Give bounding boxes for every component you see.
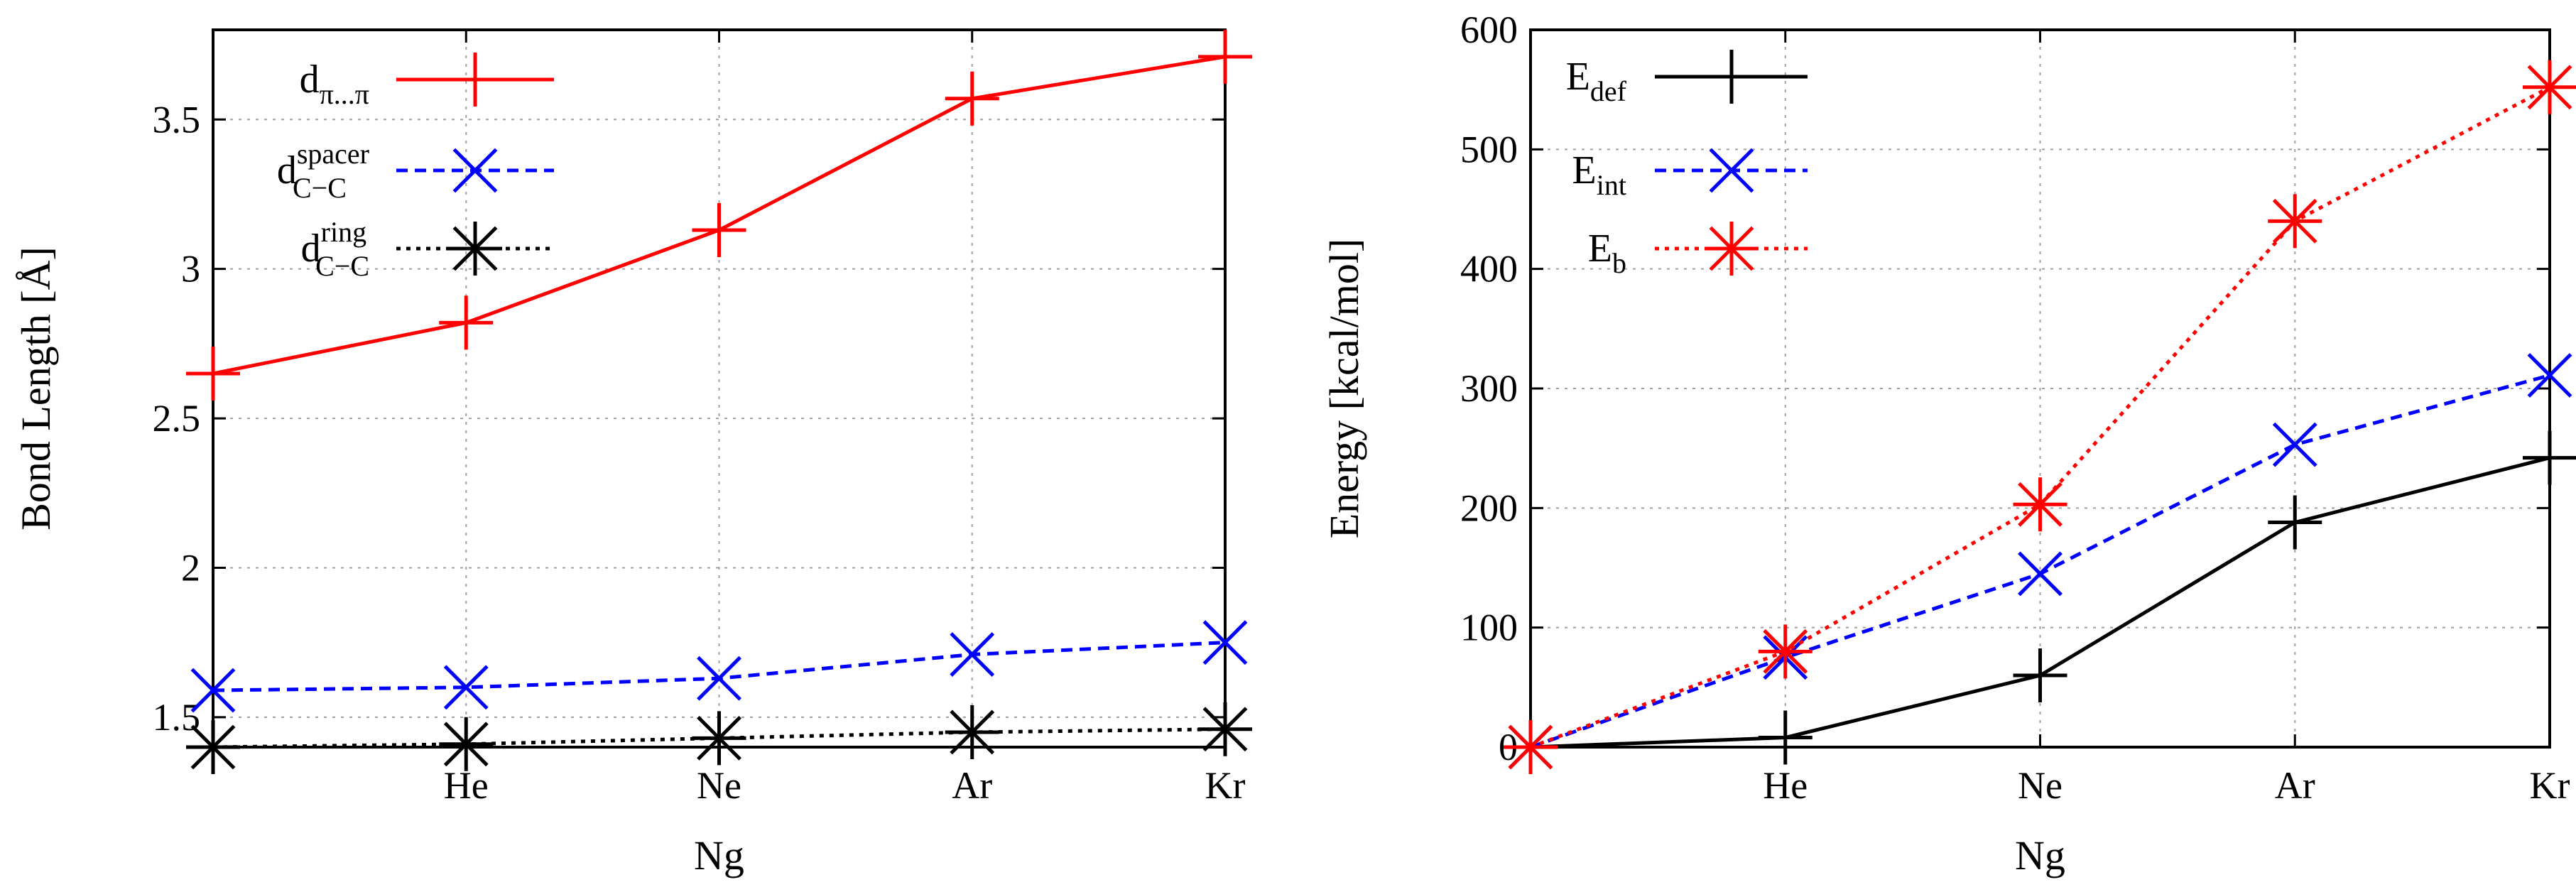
- x-tick-label: Kr: [1205, 764, 1246, 807]
- data-point: [2013, 648, 2067, 702]
- legend-item: dspacer C−C: [277, 138, 554, 204]
- x-tick-label: Ar: [952, 764, 992, 807]
- gridlines: [1531, 30, 2550, 747]
- legend-item: dπ...π: [300, 53, 554, 110]
- y-tick-label: 2: [181, 547, 200, 589]
- x-axis-title: Ng: [2015, 832, 2065, 879]
- data-point: [2018, 551, 2063, 597]
- legend-label: Eb: [1588, 227, 1626, 279]
- data-point: [945, 71, 999, 126]
- x-tick-label: Kr: [2530, 764, 2570, 807]
- legend-marker: [448, 53, 502, 107]
- data-point: [443, 665, 489, 710]
- data-point: [186, 720, 240, 774]
- y-tick-label: 3.5: [153, 98, 201, 141]
- data-point: [2523, 60, 2576, 114]
- data-point: [1202, 620, 1248, 665]
- x-tick-label: He: [444, 764, 489, 807]
- legend-marker: [1705, 222, 1759, 276]
- data-point: [1198, 702, 1252, 756]
- data-point: [2272, 422, 2317, 467]
- y-tick-label: 1.5: [153, 696, 201, 739]
- y-axis-title: Energy [kcal/mol]: [1321, 239, 1367, 539]
- legend-marker: [1705, 50, 1759, 104]
- y-tick-label: 600: [1460, 9, 1518, 51]
- y-tick-label: 200: [1460, 486, 1518, 529]
- x-tick-label: Ar: [2275, 764, 2315, 807]
- legend-marker: [452, 148, 498, 193]
- y-axis-title: Bond Length [Å]: [13, 246, 59, 531]
- legend-label: dspacer C−C: [277, 138, 369, 204]
- legend-marker: [448, 222, 502, 276]
- chart-panel-1: 1.5 2 2.5 3 3.5 He Ne Ar Kr Ng Bond Length [Å] dπ..…: [13, 28, 1252, 879]
- series-2: [190, 620, 1248, 713]
- data-point: [2013, 477, 2067, 532]
- data-point: [1758, 624, 1813, 679]
- data-point: [692, 202, 746, 257]
- series-line: [212, 641, 1226, 692]
- legend: dπ...π dspacer C−C dring C−C: [277, 53, 554, 282]
- legend-label: Edef: [1566, 55, 1627, 107]
- data-point: [439, 717, 494, 771]
- y-tick-label: 2.5: [153, 397, 201, 440]
- series-2: [1508, 353, 2572, 770]
- series-line: [1530, 85, 2551, 749]
- y-tick-label: 100: [1460, 607, 1518, 649]
- legend-item: Edef: [1566, 50, 1808, 107]
- data-point: [2523, 430, 2576, 485]
- data-point: [1198, 29, 1252, 84]
- legend-marker: [1709, 148, 1754, 193]
- legend-item: Eint: [1572, 148, 1808, 201]
- x-tick-label: Ne: [2018, 764, 2063, 807]
- x-tick-label: Ne: [697, 764, 741, 807]
- data-point: [190, 668, 236, 713]
- legend-label: dring C−C: [301, 216, 369, 282]
- y-tick-label: 300: [1460, 367, 1518, 410]
- y-tick-label: 400: [1460, 248, 1518, 290]
- gridlines: [213, 30, 1225, 747]
- y-tick-label: 3: [181, 248, 200, 290]
- data-point: [439, 295, 494, 350]
- legend-label: Eint: [1572, 148, 1626, 201]
- data-point: [1504, 720, 1558, 774]
- data-point: [186, 346, 240, 401]
- data-point: [2268, 194, 2322, 249]
- data-point: [945, 705, 999, 759]
- data-point: [950, 632, 995, 677]
- data-point: [2268, 495, 2322, 550]
- data-point: [697, 656, 741, 701]
- series-1: [186, 29, 1252, 401]
- legend-label: dπ...π: [300, 58, 369, 110]
- series-3: [186, 702, 1252, 774]
- x-axis-title: Ng: [694, 832, 744, 879]
- data-point: [1758, 710, 1813, 765]
- series-3: [1504, 60, 2576, 774]
- y-tick-label: 500: [1460, 128, 1518, 170]
- legend-item: Eb: [1588, 222, 1808, 279]
- x-tick-label: He: [1763, 764, 1808, 807]
- legend-item: dring C−C: [301, 216, 554, 282]
- data-point: [2527, 353, 2572, 398]
- data-point: [692, 711, 746, 766]
- legend: Edef Eint Eb: [1566, 50, 1808, 279]
